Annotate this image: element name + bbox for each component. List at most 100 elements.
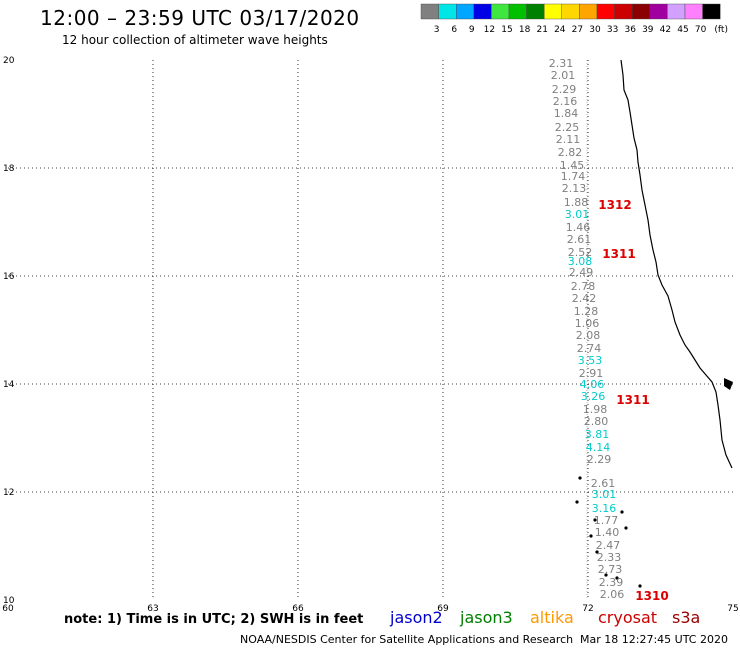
legend-swatch [420, 3, 439, 20]
color-legend: 3 6 9 12 15 18 21 24 27 30 33 36 39 42 45 70 (ft) [420, 3, 728, 35]
swh-value: 2.29 [587, 453, 612, 466]
swh-value: 2.42 [572, 292, 597, 305]
legend-label: 6 [451, 25, 457, 35]
page-title: 12:00 – 23:59 UTC 03/17/2020 [40, 6, 360, 30]
swh-value: 3.01 [565, 208, 590, 221]
legend-label: 21 [536, 25, 547, 35]
lat-tick-label: 12 [3, 488, 14, 498]
legend-swatch [526, 3, 545, 20]
legend-swatch [544, 3, 563, 20]
swh-value: 1.77 [594, 514, 619, 527]
swh-value: 3.16 [592, 502, 617, 515]
swh-value: 4.14 [586, 441, 611, 454]
swh-value: 2.11 [556, 133, 581, 146]
swh-value: 2.01 [551, 69, 576, 82]
lat-tick-label: 20 [3, 56, 15, 66]
island-marker [593, 518, 597, 522]
swh-value: 2.06 [600, 588, 625, 601]
island-marker [638, 584, 642, 588]
island-cluster [724, 378, 733, 390]
swh-value: 1.88 [564, 196, 589, 209]
island-marker [595, 550, 599, 554]
swh-value: 1.46 [566, 221, 591, 234]
island-marker [604, 573, 608, 577]
swh-value: 2.13 [562, 182, 587, 195]
swh-value: 2.78 [571, 280, 596, 293]
island-marker [578, 476, 582, 480]
swh-value: 2.74 [577, 342, 602, 355]
island-marker [620, 510, 624, 514]
legend-swatch [561, 3, 580, 20]
legend-label: 42 [660, 25, 671, 35]
swh-value: 2.16 [553, 95, 578, 108]
legend-swatch [596, 3, 615, 20]
swh-value: 2.08 [576, 329, 601, 342]
swh-value: 2.31 [549, 57, 574, 70]
lon-tick-label: 72 [582, 604, 593, 614]
legend-swatch [473, 3, 492, 20]
legend-label: 39 [642, 25, 654, 35]
swh-value: 2.82 [558, 146, 583, 159]
legend-swatch [456, 3, 475, 20]
legend-swatch [491, 3, 510, 20]
swh-value: 3.01 [592, 488, 617, 501]
legend-label: 36 [624, 25, 636, 35]
legend-label: 12 [484, 25, 495, 35]
swh-value: 1.98 [583, 403, 608, 416]
page-subtitle: 12 hour collection of altimeter wave hei… [62, 33, 328, 47]
swh-value: 2.47 [596, 539, 621, 552]
legend-swatch [649, 3, 668, 20]
swh-value: 3.53 [578, 354, 603, 367]
legend-label: 15 [501, 25, 512, 35]
swh-value: 2.61 [591, 477, 616, 490]
lon-tick-label: 60 [2, 604, 14, 614]
legend-swatch [632, 3, 651, 20]
footer-note: note: 1) Time is in UTC; 2) SWH is in fe… [64, 612, 364, 627]
island-marker [624, 526, 628, 530]
legend-label: 18 [519, 25, 531, 35]
legend-label: 27 [572, 25, 583, 35]
legend-swatch [614, 3, 633, 20]
swh-value: 3.26 [581, 390, 606, 403]
island-marker [589, 534, 593, 538]
swh-value: 2.25 [555, 121, 580, 134]
legend-label: 24 [554, 25, 566, 35]
swh-value: 1.40 [595, 526, 620, 539]
swh-value: 2.33 [597, 551, 622, 564]
legend-unit: (ft) [714, 25, 728, 35]
swh-value: 2.73 [598, 563, 623, 576]
lat-tick-label: 14 [3, 380, 15, 390]
credit-line: NOAA/NESDIS Center for Satellite Applica… [240, 633, 574, 646]
legend-label: 33 [607, 25, 618, 35]
swh-value: 2.39 [599, 576, 624, 589]
pass-time-label: 1310 [635, 589, 668, 603]
swh-value: 4.06 [580, 378, 605, 391]
swh-value: 1.84 [554, 107, 579, 120]
legend-label: 3 [434, 25, 440, 35]
swh-value: 1.74 [561, 170, 586, 183]
legend-swatch [667, 3, 686, 20]
legend-swatch [438, 3, 457, 20]
satellite-altika: altika [530, 608, 574, 627]
satellite-cryosat: cryosat [598, 608, 658, 627]
swh-value: 2.52 [568, 246, 593, 259]
pass-time-label: 1311 [602, 247, 635, 261]
swh-value: 2.49 [569, 266, 594, 279]
lon-tick-label: 75 [727, 604, 738, 614]
swh-value: 2.29 [552, 83, 577, 96]
swh-value: 1.06 [575, 317, 600, 330]
pass-time-label: 1311 [616, 393, 649, 407]
generation-timestamp: Mar 18 12:27:45 UTC 2020 [580, 633, 728, 646]
swh-value: 1.45 [560, 159, 585, 172]
island-marker [615, 576, 619, 580]
swh-value: 3.08 [568, 255, 593, 268]
lat-tick-label: 16 [3, 272, 15, 282]
swh-value: 1.28 [574, 305, 599, 318]
island-marker [575, 500, 579, 504]
swh-value: 2.61 [567, 233, 592, 246]
legend-label: 45 [677, 25, 688, 35]
swh-value: 3.81 [585, 428, 610, 441]
legend-swatch [508, 3, 527, 20]
pass-time-label: 1312 [598, 198, 631, 212]
